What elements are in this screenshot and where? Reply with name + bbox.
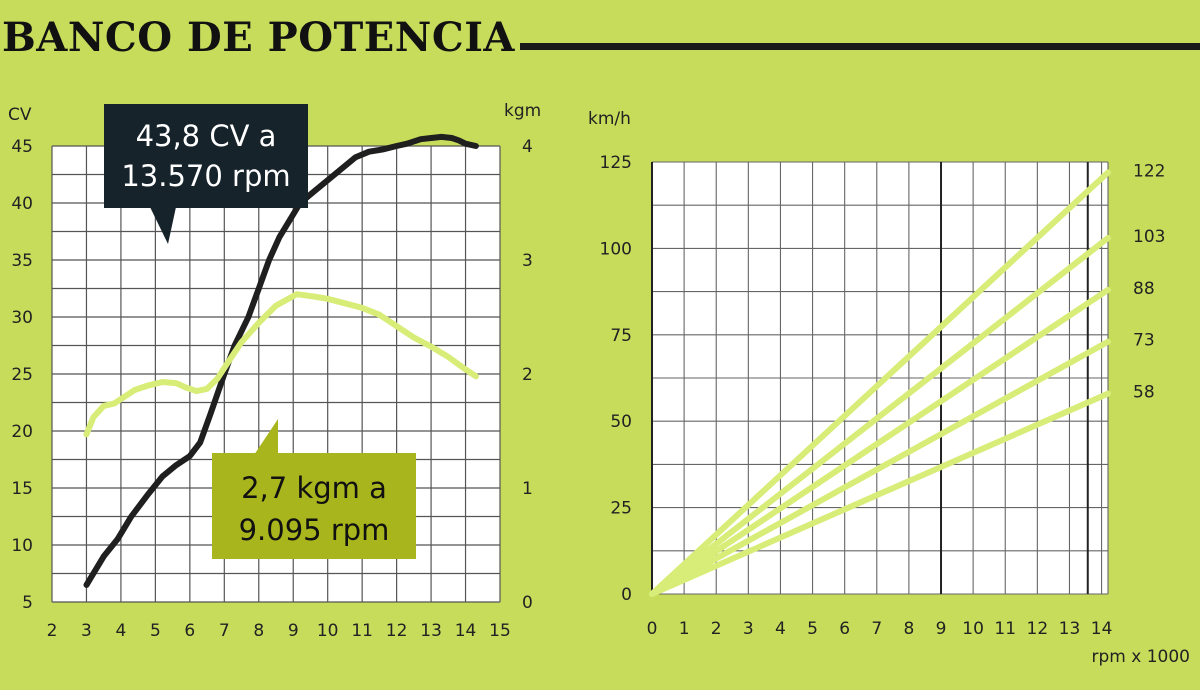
speed-plot-area: [652, 162, 1108, 594]
y-right-tick-label: 4: [522, 137, 533, 157]
y-left-tick-label: 20: [11, 422, 33, 442]
y-tick-label: 75: [610, 326, 632, 346]
y-left-tick-label: 25: [11, 365, 33, 385]
torque-callout: 2,7 kgm a 9.095 rpm: [212, 419, 416, 559]
y-right-tick-label: 1: [522, 479, 533, 499]
y-left-tick-label: 45: [11, 137, 33, 157]
torque-curve: [83, 291, 479, 438]
power-torque-chart: 2 3 4 5 6 7 8 9 10 11 12 13 14 1551015202530354045012…: [8, 101, 541, 641]
y-right-tick-label: 2: [522, 365, 533, 385]
power-callout: 43,8 CV a 13.570 rpm: [104, 104, 308, 244]
x-tick-label: 6: [184, 621, 195, 641]
x-tick-label: 3: [743, 619, 754, 639]
y-right-unit: kgm: [504, 101, 541, 121]
speed-line: [649, 338, 1111, 597]
y-tick-label: 0: [621, 585, 632, 605]
x-tick-label: 5: [150, 621, 161, 641]
y-left-tick-label: 40: [11, 194, 33, 214]
x-tick-label: 6: [839, 619, 850, 639]
x-tick-label: 1: [679, 619, 690, 639]
x-tick-label: 9: [288, 621, 299, 641]
x-tick-label: 2: [711, 619, 722, 639]
y-left-tick-label: 15: [11, 479, 33, 499]
torque-callout-line1: 2,7 kgm a: [241, 471, 387, 505]
x-tick-label: 0: [647, 619, 658, 639]
y-left-tick-label: 30: [11, 308, 33, 328]
x-tick-label: 2: [47, 621, 58, 641]
power-callout-line1: 43,8 CV a: [136, 119, 277, 153]
y-right-tick-label: 3: [522, 251, 533, 271]
x-tick-label: 11: [994, 619, 1016, 639]
y-tick-label: 50: [610, 412, 632, 432]
y-right-tick-label: 0: [522, 593, 533, 613]
x-tick-label: 11: [351, 621, 373, 641]
y-left-tick-label: 10: [11, 536, 33, 556]
y-left-tick-label: 5: [22, 593, 33, 613]
x-tick-label: 12: [386, 621, 408, 641]
y-tick-label: 100: [600, 239, 632, 259]
x-tick-label: 5: [807, 619, 818, 639]
x-tick-label: 14: [1091, 619, 1113, 639]
speed-line: [649, 390, 1111, 597]
x-tick-label: 13: [1059, 619, 1081, 639]
x-tick-label: 8: [253, 621, 264, 641]
x-tick-label: 12: [1027, 619, 1049, 639]
x-tick-label: 13: [420, 621, 442, 641]
speed-line: [649, 169, 1111, 597]
y-unit: km/h: [588, 109, 631, 129]
power-callout-pointer: [150, 207, 176, 244]
x-tick-label: 4: [116, 621, 127, 641]
x-tick-label: 7: [871, 619, 882, 639]
x-tick-label: 3: [81, 621, 92, 641]
page-title: BANCO DE POTENCIA: [2, 14, 515, 61]
y-left-tick-label: 35: [11, 251, 33, 271]
x-tick-label: 15: [489, 621, 511, 641]
x-tick-label: 10: [962, 619, 984, 639]
speed-line-label: 73: [1133, 331, 1155, 351]
torque-callout-box: [212, 453, 416, 559]
title-rule: [520, 43, 1200, 50]
x-tick-label: 4: [775, 619, 786, 639]
x-tick-label: 9: [936, 619, 947, 639]
speed-line-label: 58: [1133, 383, 1155, 403]
x-tick-label: 7: [219, 621, 230, 641]
torque-callout-pointer: [254, 419, 278, 455]
y-tick-label: 125: [600, 153, 632, 173]
speed-line: [649, 235, 1111, 597]
x-axis-label: rpm x 1000: [1092, 647, 1190, 667]
y-tick-label: 25: [610, 499, 632, 519]
x-tick-label: 14: [455, 621, 477, 641]
speed-line: [649, 286, 1111, 597]
speed-line-label: 103: [1133, 227, 1165, 247]
speed-line-label: 88: [1133, 279, 1155, 299]
torque-callout-line2: 9.095 rpm: [239, 513, 390, 547]
y-left-unit: CV: [8, 105, 32, 125]
x-tick-label: 10: [317, 621, 339, 641]
power-callout-line2: 13.570 rpm: [121, 159, 290, 193]
speed-line-label: 122: [1133, 161, 1165, 181]
power-curve: [83, 133, 479, 588]
power-callout-box: [104, 104, 308, 208]
x-tick-label: 8: [903, 619, 914, 639]
